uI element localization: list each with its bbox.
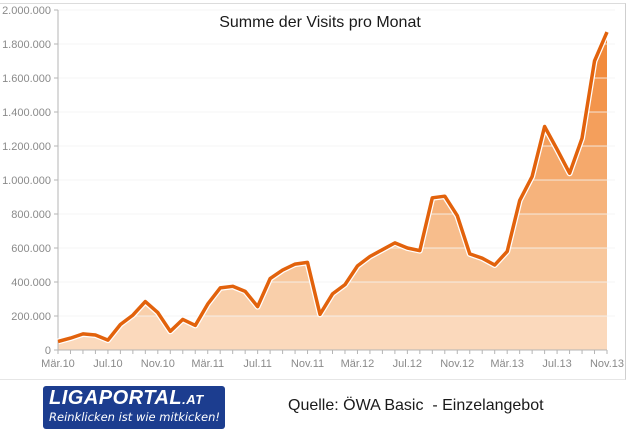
x-axis: Mär.10 Jul.10 Nov.10 Mär.11 Jul.11 Nov.11 Mär.…	[41, 349, 624, 370]
y-tick-label: 1.600.000	[2, 73, 51, 85]
y-tick-label: 1.000.000	[2, 175, 51, 187]
x-tick-label: Mär.11	[191, 358, 224, 370]
x-tick-label: Jul.13	[542, 358, 571, 370]
area-chart: 0 200.000 400.000 600.000 800.000 1.000.000 1.…	[2, 5, 624, 370]
x-tick-label: Jul.12	[393, 358, 422, 370]
x-tick-label: Mär.12	[341, 358, 375, 370]
logo-name: LIGAPORTAL	[49, 387, 183, 409]
y-tick-label: 1.200.000	[2, 141, 51, 153]
x-tick-label: Jul.11	[243, 358, 272, 370]
y-tick-label: 0	[45, 345, 51, 357]
ligaportal-logo[interactable]: LIGAPORTAL.AT Reinklicken ist wie mitkic…	[43, 386, 225, 429]
chart-frame	[0, 3, 626, 380]
x-tick-label: Nov.10	[141, 358, 175, 370]
x-tick-label: Nov.12	[440, 358, 474, 370]
y-tick-label: 400.000	[11, 277, 51, 289]
x-tick-label: Nov.11	[291, 358, 324, 370]
logo-wordmark: LIGAPORTAL.AT	[49, 388, 219, 410]
chart-title: Summe der Visits pro Monat	[219, 14, 421, 31]
x-tick-label: Mär.13	[490, 358, 524, 370]
x-tick-label: Jul.10	[93, 358, 122, 370]
y-tick-label: 1.400.000	[2, 107, 51, 119]
y-tick-label: 1.800.000	[2, 39, 51, 51]
series-line	[57, 31, 609, 344]
x-tick-label: Mär.10	[41, 358, 75, 370]
source-note: Quelle: ÖWA Basic - Einzelangebot	[288, 397, 544, 414]
x-tick-label: Nov.13	[590, 358, 624, 370]
logo-tagline: Reinklicken ist wie mitkicken!	[49, 410, 221, 424]
y-tick-label: 200.000	[11, 311, 51, 323]
y-tick-label: 2.000.000	[2, 5, 51, 17]
y-tick-label: 600.000	[11, 243, 51, 255]
logo-tld: .AT	[182, 392, 204, 407]
gridlines	[58, 9, 615, 317]
y-tick-label: 800.000	[11, 209, 51, 221]
y-axis: 0 200.000 400.000 600.000 800.000 1.000.000 1.…	[2, 5, 59, 357]
